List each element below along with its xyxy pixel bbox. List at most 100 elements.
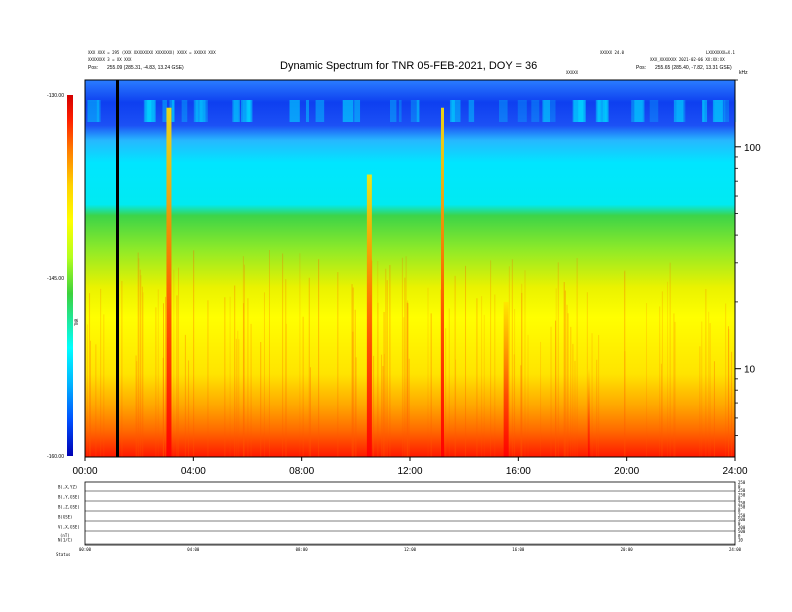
texture-band: [712, 100, 723, 122]
panel-x-tick-label: 08:00: [296, 547, 309, 552]
burst-streak: [366, 174, 372, 457]
panel-right-tick-label: 250: [738, 505, 746, 510]
texture-band: [410, 100, 420, 122]
panel-x-tick-label: 12:00: [404, 547, 417, 552]
texture-band: [398, 100, 402, 122]
spectrogram-background: [85, 80, 735, 457]
texture-band: [714, 100, 726, 122]
x-tick-label: 16:00: [506, 466, 531, 477]
texture-band: [573, 100, 585, 122]
panel-right-tick-label: 200: [738, 525, 746, 530]
x-tick-label: 20:00: [614, 466, 639, 477]
header-right-line2: XXX_XXXXXXX 2021-02-06 XX:XX:XX: [650, 57, 725, 62]
spectrogram-texture: [84, 100, 737, 457]
texture-band: [673, 100, 683, 122]
panel-right-tick-label: 250: [738, 480, 746, 485]
texture-band: [193, 100, 199, 122]
texture-band: [597, 100, 607, 122]
panel-label: B(,Z,GSE): [58, 505, 80, 510]
texture-band: [199, 100, 203, 122]
x-tick-label: 12:00: [397, 466, 422, 477]
texture-band: [171, 100, 175, 122]
panel-right-tick-label: 250: [738, 492, 746, 497]
panel-right-tick-label: 10: [738, 537, 743, 542]
panel-right-tick-label: 250: [738, 488, 746, 493]
panel-x-tick-label: 24:00: [729, 547, 742, 552]
texture-band: [233, 100, 239, 122]
header-right-pos-prefix: Pos:: [636, 65, 646, 71]
texture-band: [702, 100, 708, 122]
texture-band: [305, 100, 310, 122]
header-right-top-right: LXXXXXXX=X.1: [706, 50, 735, 55]
header-center-small: XXXXX: [566, 70, 579, 75]
panel-label: N(1/C): [58, 538, 72, 543]
texture-band: [499, 100, 508, 122]
panel-right-tick-label: 500: [738, 529, 746, 534]
texture-band: [232, 100, 240, 122]
colorbar-tick-label: -130.00: [47, 93, 64, 99]
texture-band: [389, 100, 397, 122]
texture-band: [702, 100, 705, 122]
texture-band: [595, 100, 601, 122]
texture-band: [542, 100, 551, 122]
ancillary-panel-frame: [84, 481, 736, 546]
panel-right-tick-label: 0: [738, 533, 741, 538]
panel-label: B(,Y,GSE): [58, 495, 80, 500]
texture-band: [416, 100, 420, 122]
texture-band: [242, 100, 247, 122]
x-tick-label: 08:00: [289, 466, 314, 477]
panel-right-tick-label: 500: [738, 517, 746, 522]
texture-band: [354, 100, 361, 122]
colorbar: [67, 95, 73, 456]
texture-band: [449, 100, 455, 122]
texture-band: [634, 100, 645, 122]
texture-band: [87, 100, 100, 122]
texture-band: [649, 100, 659, 122]
texture-band: [315, 100, 325, 122]
header-left-line1: XXX XXX = 295 (XXX XXXXXXXX XXXXXXX) XXX…: [88, 50, 216, 55]
panel-right-tick-label: 0: [738, 484, 741, 489]
texture-band: [289, 100, 300, 122]
chart-title: Dynamic Spectrum for TNR 05-FEB-2021, DO…: [280, 60, 537, 72]
radio-bursts: [166, 107, 590, 457]
burst-streak: [166, 107, 172, 457]
texture-band: [724, 100, 730, 122]
panel-x-tick-label: 04:00: [187, 547, 200, 552]
texture-band: [162, 100, 167, 122]
texture-band: [604, 100, 609, 122]
colorbar-tick-label: -160.00: [47, 454, 64, 460]
texture-band: [451, 100, 461, 122]
texture-band: [96, 100, 101, 122]
burst-streak: [441, 107, 444, 457]
x-tick-label: 00:00: [72, 466, 97, 477]
panel-x-tick-label: 20:00: [621, 547, 634, 552]
texture-band: [342, 100, 354, 122]
panel-x-tick-label: 00:00: [79, 547, 92, 552]
header-left-pos: 255.09 (285.31, -4.83, 13.24 GSE): [107, 65, 184, 71]
texture-band: [468, 100, 475, 122]
footer-status: Status: [56, 552, 71, 557]
colorbar-axis-label: TNR: [74, 318, 79, 326]
panel-label: B(GSE): [58, 515, 72, 520]
colorbar-tick-label: -145.00: [47, 276, 64, 282]
panel-x-tick-label: 16:00: [512, 547, 525, 552]
texture-band: [181, 100, 188, 122]
texture-band: [531, 100, 540, 122]
texture-band: [543, 100, 556, 122]
y-tick-label: 100: [744, 143, 761, 154]
texture-band: [241, 100, 251, 122]
header-right-pos: 255.65 (285.40, -7.82, 13.31 GSE): [655, 65, 732, 71]
header-left-pos-prefix: Pos:: [88, 65, 98, 71]
texture-band: [147, 100, 156, 122]
burst-streak: [587, 368, 590, 457]
x-tick-label: 24:00: [722, 466, 747, 477]
header-right-top-mid: XXXXX 24.0: [600, 50, 625, 55]
freq-unit-label: kHz: [739, 70, 748, 76]
texture-band: [682, 100, 686, 122]
texture-band: [676, 100, 684, 122]
texture-band: [199, 100, 208, 122]
panel-right-tick-label: 250: [738, 501, 746, 506]
texture-band: [169, 100, 175, 122]
burst-streak: [503, 301, 509, 457]
